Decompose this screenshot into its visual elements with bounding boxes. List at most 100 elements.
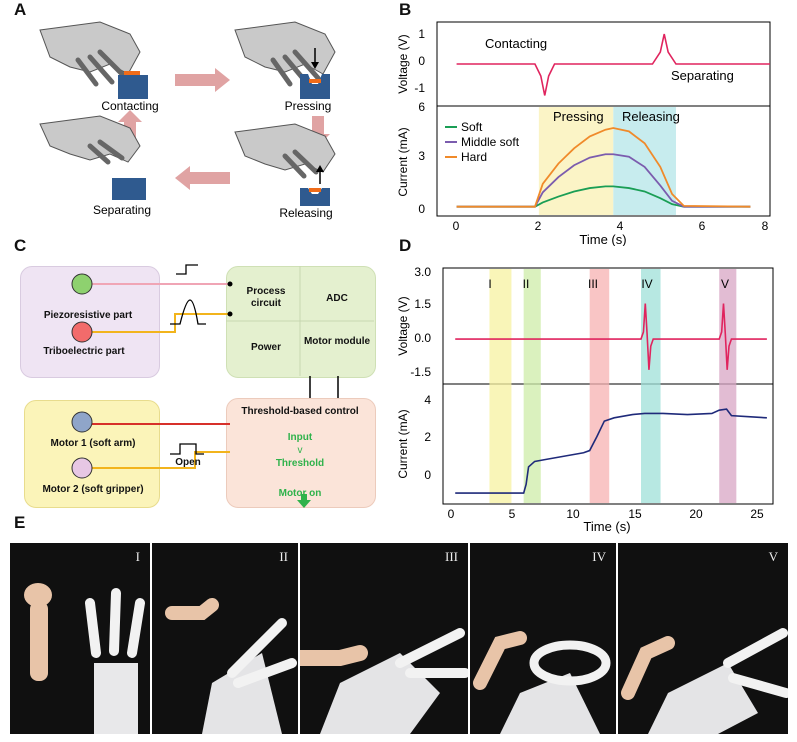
photo-v: V xyxy=(618,543,788,734)
b-current-line-2 xyxy=(456,127,751,208)
label-separating: Separating xyxy=(93,203,151,217)
panel-label-e: E xyxy=(14,513,26,532)
releasing-block xyxy=(300,188,330,206)
d-region-i: I xyxy=(488,277,491,291)
legend-middle: Middle soft xyxy=(461,135,520,149)
b-vtick-m1: -1 xyxy=(414,81,425,95)
robot-hand-icon xyxy=(39,115,141,165)
d-vtick-3: 3.0 xyxy=(414,265,431,279)
photo-label-i: I xyxy=(135,549,140,564)
label-contacting: Contacting xyxy=(101,99,158,113)
open-signal-icon xyxy=(170,443,204,455)
threshold-box xyxy=(226,398,376,508)
d-voltage-ylabel: Voltage (V) xyxy=(396,296,410,355)
d-xtick-5: 5 xyxy=(509,507,516,521)
threshold-label: Threshold xyxy=(275,458,325,469)
motor2-wire xyxy=(90,451,230,469)
motor-module-label: Motor module xyxy=(303,336,371,347)
motor1-label: Motor 1 (soft arm) xyxy=(50,438,136,449)
panel-d-chart: 3.0 1.5 0.0 -1.5 4 2 0 0 5 10 15 20 25 T… xyxy=(396,265,774,534)
up-arrowhead-icon xyxy=(316,165,324,172)
b-current-line-0 xyxy=(456,185,751,208)
photo-i: I xyxy=(10,543,150,734)
right-arrow-icon xyxy=(175,68,230,92)
b-vtick-1: 1 xyxy=(418,27,425,41)
panel-b-chart: 1 0 -1 6 3 0 0 2 4 6 8 Time (s) Voltage … xyxy=(396,21,771,246)
pulse-signal-icon xyxy=(170,299,206,325)
d-ctick-2: 2 xyxy=(424,430,431,444)
releasing-pad xyxy=(309,188,321,192)
input-label: Input xyxy=(287,432,313,443)
b-current-ylabel: Current (mA) xyxy=(396,127,410,196)
panel-label-d: D xyxy=(399,236,412,255)
d-region-ii: II xyxy=(523,277,530,291)
d-xtick-20: 20 xyxy=(689,507,703,521)
legend-soft: Soft xyxy=(461,120,483,134)
label-releasing: Releasing xyxy=(279,206,332,220)
panel-a-diagram: Contacting Pressing Separating Releasing xyxy=(39,21,336,220)
b-ctick-3: 3 xyxy=(418,149,425,163)
b-xtick-4: 4 xyxy=(617,219,624,233)
b-shade-1 xyxy=(613,107,676,215)
motor-on-label: Motor on xyxy=(278,488,322,499)
adc-label: ADC xyxy=(326,293,348,304)
d-vtick-1-5: 1.5 xyxy=(414,297,431,311)
photo-label-iii: III xyxy=(445,549,458,564)
motor2-icon xyxy=(71,457,93,479)
left-arrow-icon xyxy=(175,166,230,190)
b-voltage-ylabel: Voltage (V) xyxy=(396,34,410,93)
b-current-line-1 xyxy=(456,153,751,208)
photo-iii: III xyxy=(300,543,468,734)
robot-hand-icon xyxy=(234,21,336,87)
d-xtick-10: 10 xyxy=(566,507,580,521)
threshold-title: Threshold-based control xyxy=(241,406,359,417)
piezo-sensor-icon xyxy=(71,273,93,295)
d-shade-3 xyxy=(641,269,661,503)
photo-label-ii: II xyxy=(279,549,288,564)
b-xtick-2: 2 xyxy=(535,219,542,233)
d-voltage-line xyxy=(455,303,767,370)
photo-label-iv: IV xyxy=(592,549,606,564)
b-ctick-6: 6 xyxy=(418,100,425,114)
d-region-iii: III xyxy=(588,277,598,291)
b-xtick-6: 6 xyxy=(699,219,706,233)
b-annot-pressing: Pressing xyxy=(553,109,604,124)
step-signal-icon xyxy=(176,264,198,275)
legend-hard: Hard xyxy=(461,150,487,164)
pressed-pad xyxy=(309,79,321,83)
robot-hand-icon xyxy=(234,123,336,179)
separated-block xyxy=(112,178,146,200)
d-region-v: V xyxy=(721,277,729,291)
panel-label-a: A xyxy=(14,0,27,19)
b-ctick-0: 0 xyxy=(418,202,425,216)
b-xlabel: Time (s) xyxy=(579,232,626,246)
label-pressing: Pressing xyxy=(285,99,332,113)
d-xlabel: Time (s) xyxy=(583,519,630,534)
d-shade-4 xyxy=(719,269,737,503)
d-vtick-0: 0.0 xyxy=(414,331,431,345)
contact-block xyxy=(118,75,148,99)
d-ctick-0: 0 xyxy=(424,468,431,482)
greater-than-symbol: v xyxy=(297,445,303,456)
b-current-frame xyxy=(436,105,771,217)
d-xtick-25: 25 xyxy=(750,507,764,521)
motor1-icon xyxy=(71,411,93,433)
d-vtick-m1-5: -1.5 xyxy=(410,365,431,379)
b-voltage-line xyxy=(456,33,770,96)
power-label: Power xyxy=(250,342,281,353)
tribo-label: Triboelectric part xyxy=(43,346,125,357)
b-annot-contacting: Contacting xyxy=(485,36,547,51)
robot-hand-icon xyxy=(39,21,141,87)
contact-pad xyxy=(124,71,140,75)
photo-iv: IV xyxy=(470,543,616,734)
motor-box xyxy=(24,400,160,508)
panel-label-c: C xyxy=(14,236,27,255)
d-xtick-15: 15 xyxy=(628,507,642,521)
d-xtick-0: 0 xyxy=(448,507,455,521)
panel-c-wiring xyxy=(71,264,374,508)
b-annot-releasing: Releasing xyxy=(622,109,680,124)
d-shade-0 xyxy=(489,269,512,503)
photo-ii: II xyxy=(152,543,298,734)
processing-box xyxy=(226,266,376,378)
open-label: Open xyxy=(175,457,201,468)
